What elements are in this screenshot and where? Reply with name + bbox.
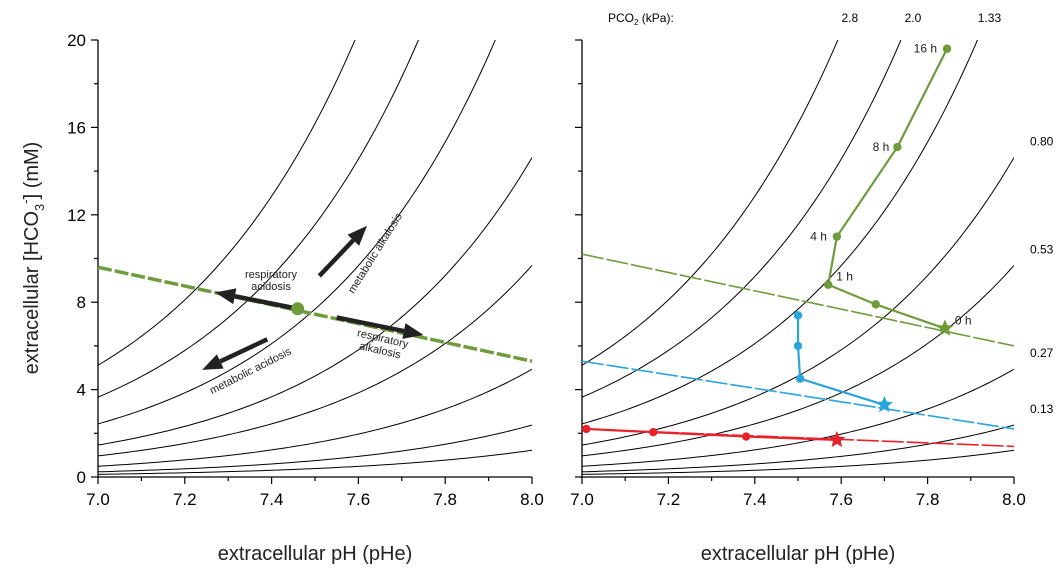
x-axis-title: extracellular pH (pHe)	[218, 543, 413, 564]
y-tick-label: 16	[67, 118, 86, 137]
data-point	[291, 302, 305, 316]
buffer-line	[581, 360, 1015, 430]
x-tick-label: 7.8	[433, 490, 457, 509]
series-point	[893, 142, 902, 152]
x-tick-label: 7.4	[260, 490, 284, 509]
y-tick-label: 12	[67, 206, 86, 225]
y-axis-title-sup: -	[18, 199, 33, 203]
time-label: 0 h	[955, 313, 972, 327]
pco2-header-part: PCO	[608, 11, 634, 25]
arrow-respiratory-alkalosis-shaft	[336, 315, 405, 334]
arrow-respiratory-acidosis-shaft	[234, 294, 299, 311]
isopleth-line-1-33	[582, 40, 979, 425]
x-tick-label: 8.0	[520, 490, 544, 509]
arrow-metabolic-alkalosis-head	[347, 225, 368, 246]
isopleth-label: 0.13	[1030, 402, 1054, 416]
isopleths	[98, 40, 532, 475]
series-point	[793, 341, 803, 351]
isopleth-label: 0.53	[1030, 242, 1054, 256]
series-2aa4dc	[793, 311, 893, 413]
series-line	[827, 48, 949, 330]
annotation-metabolic-alkalosis: metabolic alkalosis	[346, 211, 405, 296]
x-tick-label: 7.2	[173, 490, 197, 509]
series-point	[582, 424, 591, 434]
y-tick-label: 20	[67, 31, 86, 50]
y-axis-title-part: extracellular [HCO	[21, 211, 43, 374]
arrow-metabolic-acidosis-shaft	[219, 337, 269, 364]
isopleth-line-0-53	[98, 265, 532, 457]
isopleth-line-0-067	[98, 449, 532, 475]
buffer-line	[97, 265, 533, 363]
series-point	[741, 432, 751, 441]
x-tick-label: 7.2	[657, 490, 681, 509]
isopleth-line-2	[582, 40, 902, 398]
left-panel: 7.0 7.2 7.4 7.6 7.8 8.0 0 4 8 12 16 20 extracellular…	[18, 31, 544, 565]
series-point	[832, 232, 842, 241]
y-tick-label: 4	[77, 381, 86, 400]
isopleth-line-0-13	[98, 424, 532, 473]
annotation-line: metabolic acidosis	[208, 345, 294, 397]
isopleth-label: 0.27	[1030, 346, 1054, 360]
annotation-line: respiratory	[245, 269, 297, 281]
y-axis-title-part: ] (mM)	[21, 142, 43, 200]
time-label: 1 h	[836, 270, 853, 284]
x-tick-label: 7.0	[570, 490, 594, 509]
isopleth-line-1-33	[98, 40, 496, 425]
x-tick-label: 7.8	[916, 490, 940, 509]
arrow-respiratory-acidosis-head	[215, 288, 237, 305]
isopleth-line-0-27	[98, 368, 532, 467]
x-tick-label: 7.4	[743, 490, 767, 509]
x-tick-label: 7.0	[86, 490, 110, 509]
series-6e9b3c: 0 h 1 h 4 h 8 h 16 h	[810, 42, 972, 336]
y-axis-title: extracellular [HCO3-] (mM)	[18, 142, 47, 375]
right-panel: 7.0 7.2 7.4 7.6 7.8 8.0 extracellular pH (pHe)…	[570, 11, 1054, 565]
isopleth-label: 2.0	[905, 11, 922, 25]
series-point	[795, 374, 805, 383]
series-e8222a	[582, 424, 846, 448]
x-axis-title: extracellular pH (pHe)	[701, 543, 896, 564]
y-tick-label: 0	[77, 468, 86, 487]
arrow-respiratory-alkalosis-head	[402, 323, 424, 339]
isopleth-line-2-8	[582, 40, 839, 366]
y-axis-title-sub: 3	[32, 204, 47, 211]
isopleth-label: 0.80	[1030, 135, 1054, 149]
x-tick-label: 8.0	[1002, 490, 1026, 509]
x-tick-label: 7.6	[347, 490, 371, 509]
series-start-star	[936, 319, 954, 336]
series-point	[942, 44, 952, 53]
annotation-metabolic-acidosis: metabolic acidosis	[208, 345, 294, 397]
isopleth-line-2-8	[98, 40, 356, 366]
isopleth-line-0-27	[582, 368, 1014, 467]
y-tick-label: 8	[77, 293, 86, 312]
series-point	[793, 311, 803, 320]
arrow-metabolic-acidosis-head	[202, 354, 224, 370]
series-line	[796, 315, 885, 406]
pco2-header-part: (kPa):	[638, 11, 673, 25]
arrow-metabolic-alkalosis-shaft	[317, 238, 355, 278]
annotation-line: acidosis	[251, 281, 291, 293]
pco2-header: PCO2 (kPa):	[608, 11, 674, 27]
series-line	[586, 427, 837, 441]
time-label: 8 h	[873, 140, 890, 154]
isopleth-label: 1.33	[978, 11, 1002, 25]
annotation-line: metabolic alkalosis	[346, 211, 405, 296]
isopleth-line-2	[98, 40, 419, 398]
time-label: 4 h	[810, 230, 827, 244]
isopleth-line-0-13	[582, 424, 1014, 473]
x-tick-label: 7.6	[829, 490, 853, 509]
isopleth-label: 2.8	[841, 11, 858, 25]
series-point	[649, 428, 658, 437]
series-point	[824, 280, 833, 289]
annotation-respiratory-acidosis: respiratory acidosis	[245, 269, 297, 293]
isopleth-line-0-067	[582, 449, 1014, 475]
series-start-star	[828, 430, 846, 448]
series-start-star	[875, 395, 893, 413]
time-label: 16 h	[914, 42, 937, 56]
isopleths	[582, 40, 1014, 475]
series-point	[871, 300, 880, 309]
pco2-header-sub: 2	[634, 18, 639, 27]
isopleth-line-0-8	[98, 157, 532, 446]
